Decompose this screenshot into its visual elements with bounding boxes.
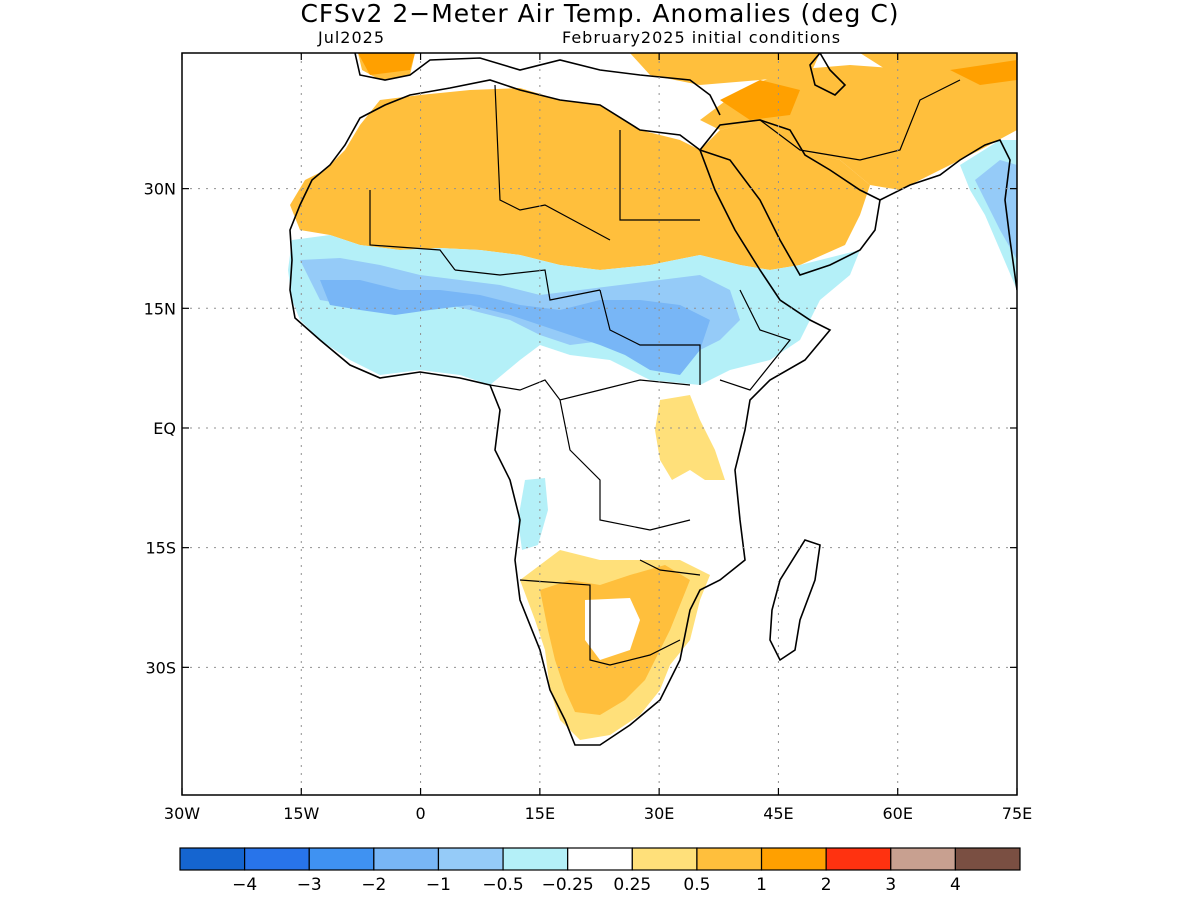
arabia-coastline	[698, 119, 881, 276]
lat-tick-label: 15S	[145, 539, 176, 558]
colorbar-label: −3	[297, 875, 322, 895]
madagascar-coastline	[769, 539, 821, 662]
lon-tick-label: 30E	[644, 804, 674, 823]
colorbar-swatch	[437, 847, 504, 871]
tick-labels: 30W 15W 0 15E 30E 45E 60E 75E 30N 15N EQ 15S 30S	[144, 180, 1033, 823]
border-sahara-2	[494, 84, 611, 241]
colorbar-label: −0.5	[482, 875, 523, 895]
border-south-2	[639, 559, 701, 576]
caspian-coastline	[809, 53, 847, 96]
colorbar-swatch	[373, 847, 440, 871]
forecast-month: Jul2025	[318, 28, 386, 47]
anomaly-fields	[288, 53, 1017, 740]
cool-anomaly-sahel-strong	[320, 280, 710, 375]
africa-coastline	[289, 79, 832, 746]
colorbar-label: −4	[232, 875, 257, 895]
colorbar-label: −1	[426, 875, 451, 895]
colorbar-swatch	[696, 847, 763, 871]
colorbar	[179, 847, 1021, 871]
warm-anomaly-east-africa	[655, 395, 725, 480]
lon-tick-label: 15E	[525, 804, 555, 823]
border-central-2	[559, 399, 691, 531]
lon-tick-label: 15W	[283, 804, 319, 823]
colorbar-label: 0.25	[613, 875, 651, 895]
colorbar-label: −0.25	[542, 875, 594, 895]
border-middle-east	[759, 79, 961, 161]
tick-marks	[181, 53, 1018, 795]
colorbar-swatch	[179, 847, 246, 871]
warm-anomaly-europe-south	[358, 53, 1017, 85]
border-sahara-1	[369, 190, 456, 271]
colorbar-swatch	[760, 847, 827, 871]
lon-tick-label: 30W	[164, 804, 200, 823]
border-sahara-3	[619, 130, 700, 221]
europe-coastline	[354, 53, 721, 116]
lon-tick-label: 75E	[1002, 804, 1032, 823]
colorbar-swatch	[890, 847, 956, 871]
lat-tick-label: 30S	[145, 658, 176, 677]
border-central-1	[489, 379, 691, 401]
cool-anomaly-angola	[518, 478, 548, 550]
lat-tick-label: 30N	[144, 180, 176, 199]
plot-frame	[181, 52, 1018, 796]
country-borders	[369, 79, 961, 666]
lat-tick-label: EQ	[153, 419, 176, 438]
gridlines	[182, 53, 1017, 795]
colorbar-swatch	[631, 847, 698, 871]
colorbar-swatch	[502, 847, 569, 871]
chart-title: CFSv2 2−Meter Air Temp. Anomalies (deg C…	[300, 0, 900, 28]
colorbar-swatch	[567, 847, 633, 871]
coastlines	[289, 53, 1017, 746]
border-sahel-2	[599, 289, 701, 385]
neutral-kalahari	[585, 598, 640, 660]
colorbar-swatch	[308, 847, 375, 871]
asia-coastline	[879, 139, 1017, 291]
initial-conditions: February2025 initial conditions	[562, 28, 842, 47]
lon-tick-label: 0	[415, 804, 425, 823]
colorbar-label: 2	[821, 875, 832, 895]
colorbar-swatch	[244, 847, 310, 871]
border-south-1	[519, 579, 681, 666]
lat-tick-label: 15N	[144, 299, 176, 318]
colorbar-labels: −4 −3 −2 −1 −0.5 −0.25 0.25 0.5 1 2 3 4	[232, 875, 961, 895]
colorbar-swatch	[825, 847, 892, 871]
colorbar-swatch	[954, 847, 1021, 871]
lon-tick-label: 60E	[882, 804, 912, 823]
colorbar-label: 3	[885, 875, 896, 895]
colorbar-label: 4	[950, 875, 961, 895]
border-horn	[719, 289, 792, 391]
colorbar-label: −2	[361, 875, 386, 895]
warm-anomaly-north-africa	[290, 88, 870, 270]
border-sahel-1	[454, 269, 601, 301]
lon-tick-label: 45E	[763, 804, 793, 823]
colorbar-label: 1	[756, 875, 767, 895]
colorbar-label: 0.5	[683, 875, 710, 895]
